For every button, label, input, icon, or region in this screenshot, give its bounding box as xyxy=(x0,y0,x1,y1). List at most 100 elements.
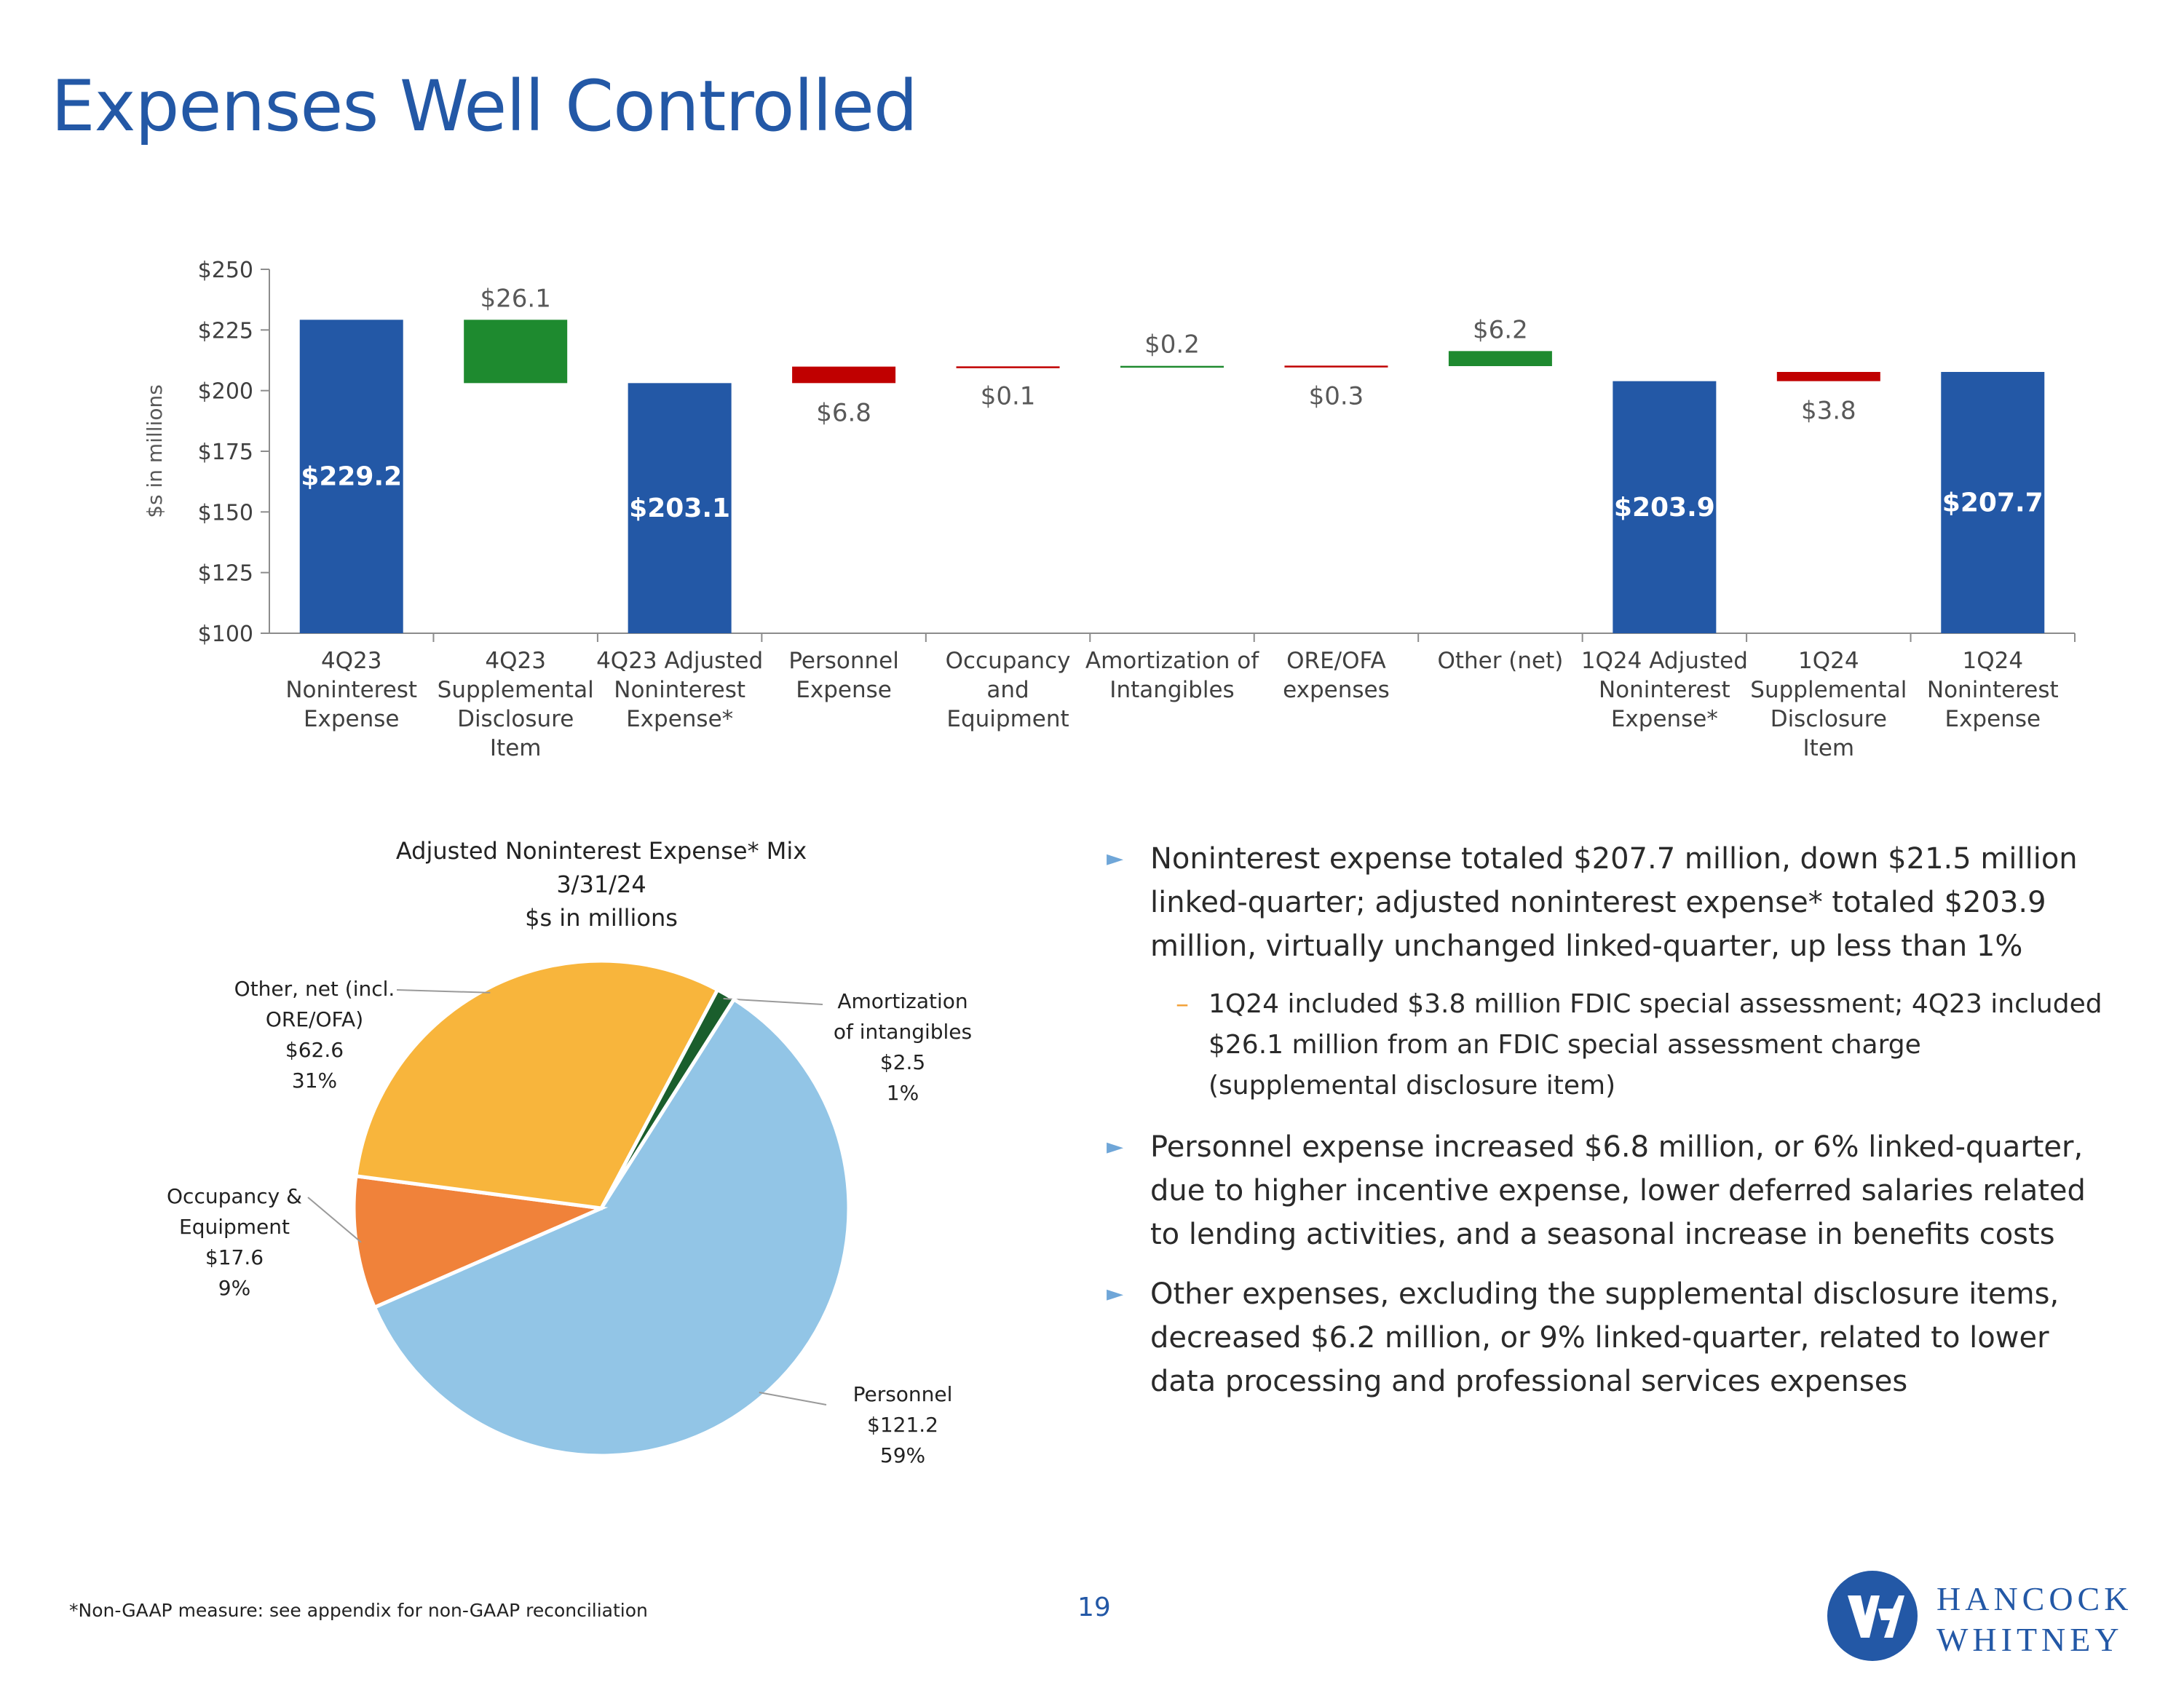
x-category-label: expenses xyxy=(1283,677,1390,703)
pie-title: $s in millions xyxy=(525,904,678,932)
bullet-marker: ► xyxy=(1107,846,1124,871)
x-category-label: ORE/OFA xyxy=(1286,648,1386,674)
x-category-label: 1Q24 xyxy=(1962,648,2023,674)
sub-bullet-item: – 1Q24 included $3.8 million FDIC specia… xyxy=(1107,984,2111,1106)
pie-slice-label: $2.5 xyxy=(880,1050,925,1074)
x-category-label: Supplemental xyxy=(438,677,594,703)
sub-bullet-marker: – xyxy=(1176,989,1189,1019)
pie-slice-label: ORE/OFA) xyxy=(266,1007,363,1031)
bar-decrease xyxy=(464,320,568,384)
bar-increase xyxy=(956,366,1060,368)
y-tick-label: $200 xyxy=(198,379,253,405)
bullet-text: Other expenses, excluding the supplement… xyxy=(1150,1277,2060,1398)
data-label: $0.3 xyxy=(1309,381,1364,411)
y-axis-title: $s in millions xyxy=(143,384,167,518)
pie-title: 3/31/24 xyxy=(556,871,646,898)
y-tick-label: $225 xyxy=(198,318,253,344)
pie-title: Adjusted Noninterest Expense* Mix xyxy=(396,837,807,865)
logo-mark-glyph-icon xyxy=(1848,1595,1904,1638)
pie-slice-label: Occupancy & xyxy=(167,1184,302,1208)
pie-slice-label: $62.6 xyxy=(285,1038,344,1062)
pie-slice-label: $121.2 xyxy=(867,1413,938,1437)
x-category-label: Personnel xyxy=(788,648,899,674)
y-tick-label: $175 xyxy=(198,440,253,465)
x-category-label: Supplemental xyxy=(1750,677,1907,703)
pie-slice-label: 9% xyxy=(218,1276,250,1300)
page-number: 19 xyxy=(1077,1593,1111,1622)
x-category-label: Expense xyxy=(796,677,892,703)
pie-slice-label: $17.6 xyxy=(205,1245,264,1269)
pie-slice-label: 59% xyxy=(880,1443,925,1467)
pie-leader-line xyxy=(759,1392,827,1406)
data-label: $6.8 xyxy=(816,398,871,427)
bullet-item: ► Personnel expense increased $6.8 milli… xyxy=(1107,1125,2111,1256)
data-label: $26.1 xyxy=(480,284,551,313)
data-label: $229.2 xyxy=(301,462,402,492)
x-category-label: Intangibles xyxy=(1109,677,1234,703)
y-tick-label: $250 xyxy=(198,258,253,283)
x-category-label: Noninterest xyxy=(285,677,417,703)
bullet-marker: ► xyxy=(1107,1281,1124,1307)
data-label: $203.9 xyxy=(1614,493,1715,523)
x-category-label: Other (net) xyxy=(1437,648,1563,674)
bullet-marker: ► xyxy=(1107,1134,1124,1159)
footnote: *Non-GAAP measure: see appendix for non-… xyxy=(69,1600,648,1621)
x-category-label: Expense xyxy=(1944,706,2041,732)
bar-decrease xyxy=(1120,365,1224,368)
y-tick-label: $150 xyxy=(198,500,253,526)
bar-decrease xyxy=(1448,351,1552,366)
x-category-label: Disclosure xyxy=(457,706,574,732)
pie-slice-label: Amortization xyxy=(837,989,968,1013)
pie-slice-label: 1% xyxy=(887,1081,919,1105)
y-tick-label: $125 xyxy=(198,561,253,587)
x-category-label: Noninterest xyxy=(1599,677,1730,703)
expense-mix-pie-chart: Adjusted Noninterest Expense* Mix 3/31/24… xyxy=(167,837,972,1467)
bar-total xyxy=(1941,372,2045,633)
x-category-label: Expense* xyxy=(1611,706,1718,732)
pie-slice xyxy=(372,996,851,1458)
data-label: $0.1 xyxy=(981,382,1036,411)
bar-increase xyxy=(1284,365,1388,368)
x-category-label: 4Q23 Adjusted xyxy=(596,648,763,674)
page-title: Expenses Well Controlled xyxy=(51,66,918,147)
x-category-label: Disclosure xyxy=(1770,706,1887,732)
bullet-item: ► Other expenses, excluding the suppleme… xyxy=(1107,1272,2111,1403)
bullet-text: Personnel expense increased $6.8 million… xyxy=(1150,1130,2086,1251)
y-tick-label: $100 xyxy=(198,622,253,647)
waterfall-chart: $100 $125 $150 $175 $200 $225 $250 $s in millio… xyxy=(143,258,2076,761)
x-category-label: 4Q23 xyxy=(321,648,382,674)
pie-leader-line xyxy=(396,989,491,994)
pie-slice-label: Personnel xyxy=(853,1382,953,1406)
x-category-label: 1Q24 xyxy=(1798,648,1859,674)
x-category-label: and xyxy=(986,677,1029,703)
bar-total xyxy=(1613,381,1717,633)
x-category-label: Occupancy xyxy=(946,648,1071,674)
pie-slice xyxy=(352,1173,609,1310)
commentary-bullets: ► Noninterest expense totaled $207.7 mil… xyxy=(1107,837,2111,1419)
bullet-text: Noninterest expense totaled $207.7 milli… xyxy=(1150,842,2078,963)
x-category-label: 1Q24 Adjusted xyxy=(1581,648,1748,674)
pie-slice-label: Other, net (incl. xyxy=(234,977,395,1001)
data-label: $6.2 xyxy=(1473,315,1528,344)
bullet-item: ► Noninterest expense totaled $207.7 mil… xyxy=(1107,837,2111,968)
pie-leader-line xyxy=(307,1197,362,1243)
x-category-label: Expense* xyxy=(626,706,733,732)
logo-word-1: HANCOCK xyxy=(1936,1580,2132,1617)
x-category-label: 4Q23 xyxy=(485,648,546,674)
x-category-label: Equipment xyxy=(946,706,1069,732)
sub-bullet-text: 1Q24 included $3.8 million FDIC special … xyxy=(1208,989,2102,1101)
data-label: $207.7 xyxy=(1942,488,2043,518)
pie-slice-label: Equipment xyxy=(179,1215,290,1239)
data-label: $203.1 xyxy=(629,493,730,523)
bar-increase xyxy=(792,366,896,384)
bar-total xyxy=(628,383,732,633)
pie-slice-label: of intangibles xyxy=(834,1020,972,1044)
x-category-label: Amortization of xyxy=(1085,648,1259,674)
logo-word-2: WHITNEY xyxy=(1936,1621,2124,1658)
x-category-label: Item xyxy=(1803,735,1855,761)
data-label: $0.2 xyxy=(1144,330,1200,360)
pie-slice-label: 31% xyxy=(292,1069,337,1093)
hancock-whitney-logo: HANCOCK WHITNEY xyxy=(1827,1571,2132,1661)
x-category-label: Noninterest xyxy=(614,677,745,703)
pie-leader-line xyxy=(723,998,823,1005)
